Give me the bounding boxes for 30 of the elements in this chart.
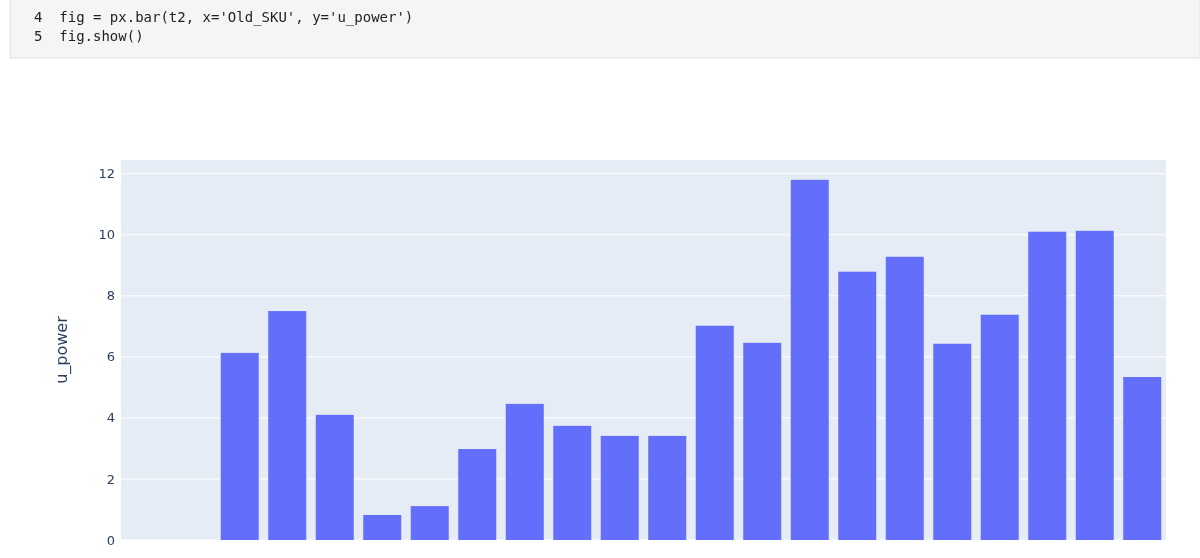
bar bbox=[458, 449, 497, 540]
bar bbox=[505, 403, 544, 540]
bar bbox=[648, 435, 687, 540]
bar bbox=[790, 179, 829, 540]
y-tick-label: 8 bbox=[106, 288, 115, 304]
y-tick-label: 4 bbox=[106, 410, 115, 426]
y-tick-label: 10 bbox=[98, 227, 115, 243]
bar bbox=[933, 343, 972, 540]
bar bbox=[885, 256, 924, 540]
bar bbox=[268, 311, 307, 540]
bar bbox=[1028, 231, 1067, 540]
bar bbox=[315, 414, 354, 540]
bar bbox=[220, 352, 259, 540]
bar bbox=[410, 506, 449, 540]
bar bbox=[1075, 230, 1114, 540]
bar bbox=[1123, 377, 1162, 540]
text: 4 fig = px.bar(t2, x='Old_SKU', y='u_power') bbox=[34, 9, 414, 26]
y-tick-label: 0 bbox=[106, 532, 115, 548]
text: 5 fig.show() bbox=[34, 28, 144, 44]
y-tick-label: 6 bbox=[106, 349, 115, 365]
bar bbox=[695, 325, 734, 540]
bar bbox=[363, 514, 402, 540]
bar bbox=[743, 342, 782, 540]
bar bbox=[838, 271, 877, 540]
bar bbox=[553, 425, 592, 540]
y-axis-title: u_power bbox=[52, 315, 72, 384]
y-tick-label: 12 bbox=[98, 166, 115, 182]
bar bbox=[600, 435, 639, 540]
y-tick-label: 2 bbox=[106, 471, 115, 487]
bar bbox=[980, 314, 1019, 540]
